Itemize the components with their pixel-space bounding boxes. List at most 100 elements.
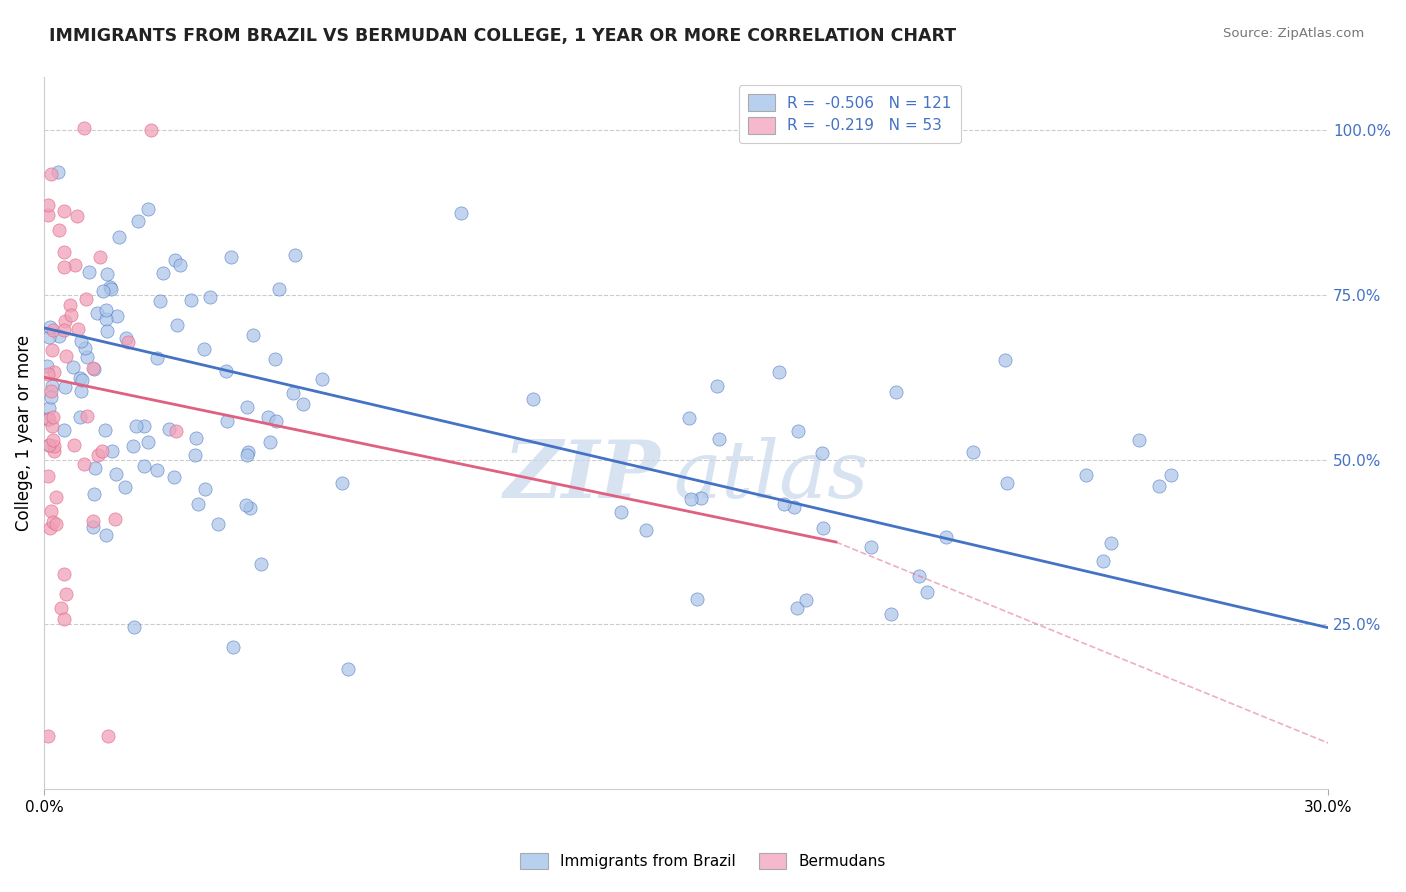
- Point: [37, 367, 59, 381]
- Point: [87, 448, 110, 462]
- Point: [200, 290, 222, 304]
- Point: [266, 414, 288, 428]
- Point: [58, 298, 80, 312]
- Point: [41, 323, 63, 337]
- Point: [180, 293, 202, 307]
- Point: [49, 601, 72, 615]
- Point: [239, 500, 262, 515]
- Point: [686, 591, 709, 606]
- Point: [184, 448, 207, 462]
- Point: [134, 418, 156, 433]
- Point: [962, 445, 984, 459]
- Point: [89, 250, 111, 264]
- Point: [263, 351, 285, 366]
- Point: [1091, 554, 1114, 568]
- Point: [235, 499, 257, 513]
- Point: [53, 323, 76, 337]
- Point: [55, 587, 77, 601]
- Point: [37, 198, 59, 212]
- Point: [145, 351, 167, 365]
- Point: [250, 558, 273, 572]
- Point: [96, 324, 118, 338]
- Point: [163, 252, 186, 267]
- Point: [242, 328, 264, 343]
- Point: [1160, 467, 1182, 482]
- Point: [139, 123, 162, 137]
- Point: [1128, 433, 1150, 447]
- Point: [39, 384, 62, 398]
- Point: [194, 482, 217, 496]
- Point: [86, 306, 108, 320]
- Point: [37, 730, 59, 744]
- Point: [76, 350, 98, 364]
- Point: [52, 245, 75, 260]
- Point: [65, 258, 87, 272]
- Point: [215, 364, 238, 378]
- Point: [42, 409, 65, 424]
- Point: [292, 397, 315, 411]
- Point: [1147, 479, 1170, 493]
- Point: [236, 400, 259, 414]
- Point: [73, 457, 96, 471]
- Point: [450, 206, 472, 220]
- Point: [53, 380, 76, 394]
- Point: [114, 331, 136, 345]
- Point: [37, 469, 59, 483]
- Text: Source: ZipAtlas.com: Source: ZipAtlas.com: [1223, 27, 1364, 40]
- Point: [39, 521, 62, 535]
- Point: [690, 491, 713, 506]
- Point: [42, 433, 65, 447]
- Point: [165, 424, 187, 438]
- Point: [269, 282, 291, 296]
- Point: [773, 497, 796, 511]
- Point: [48, 328, 70, 343]
- Point: [152, 266, 174, 280]
- Y-axis label: College, 1 year or more: College, 1 year or more: [15, 335, 32, 532]
- Point: [145, 463, 167, 477]
- Point: [163, 470, 186, 484]
- Point: [880, 607, 903, 622]
- Point: [256, 409, 278, 424]
- Point: [59, 308, 82, 322]
- Point: [38, 329, 60, 343]
- Point: [222, 640, 245, 654]
- Point: [236, 448, 259, 462]
- Point: [97, 730, 120, 744]
- Point: [37, 208, 59, 222]
- Text: IMMIGRANTS FROM BRAZIL VS BERMUDAN COLLEGE, 1 YEAR OR MORE CORRELATION CHART: IMMIGRANTS FROM BRAZIL VS BERMUDAN COLLE…: [49, 27, 956, 45]
- Point: [37, 412, 59, 426]
- Point: [83, 461, 105, 475]
- Point: [70, 373, 93, 387]
- Point: [94, 311, 117, 326]
- Point: [70, 334, 93, 349]
- Point: [63, 438, 86, 452]
- Point: [169, 258, 191, 272]
- Text: atlas: atlas: [673, 437, 869, 515]
- Point: [522, 392, 544, 406]
- Point: [42, 444, 65, 458]
- Point: [82, 520, 104, 534]
- Point: [187, 497, 209, 511]
- Point: [149, 293, 172, 308]
- Point: [66, 209, 89, 223]
- Point: [337, 662, 360, 676]
- Point: [259, 434, 281, 449]
- Point: [994, 353, 1017, 368]
- Point: [125, 419, 148, 434]
- Point: [42, 439, 65, 453]
- Point: [157, 422, 180, 436]
- Point: [215, 415, 238, 429]
- Point: [935, 531, 957, 545]
- Point: [76, 409, 98, 423]
- Point: [41, 504, 63, 518]
- Point: [787, 425, 810, 439]
- Point: [117, 334, 139, 349]
- Point: [908, 569, 931, 583]
- Point: [37, 412, 59, 426]
- Point: [127, 214, 149, 228]
- Point: [122, 620, 145, 634]
- Point: [104, 512, 127, 526]
- Point: [70, 384, 93, 398]
- Point: [709, 433, 731, 447]
- Point: [52, 260, 75, 275]
